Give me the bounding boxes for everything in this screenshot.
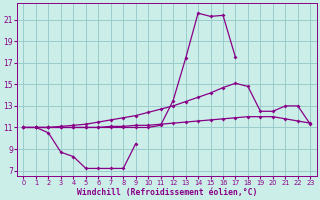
X-axis label: Windchill (Refroidissement éolien,°C): Windchill (Refroidissement éolien,°C) <box>77 188 257 197</box>
